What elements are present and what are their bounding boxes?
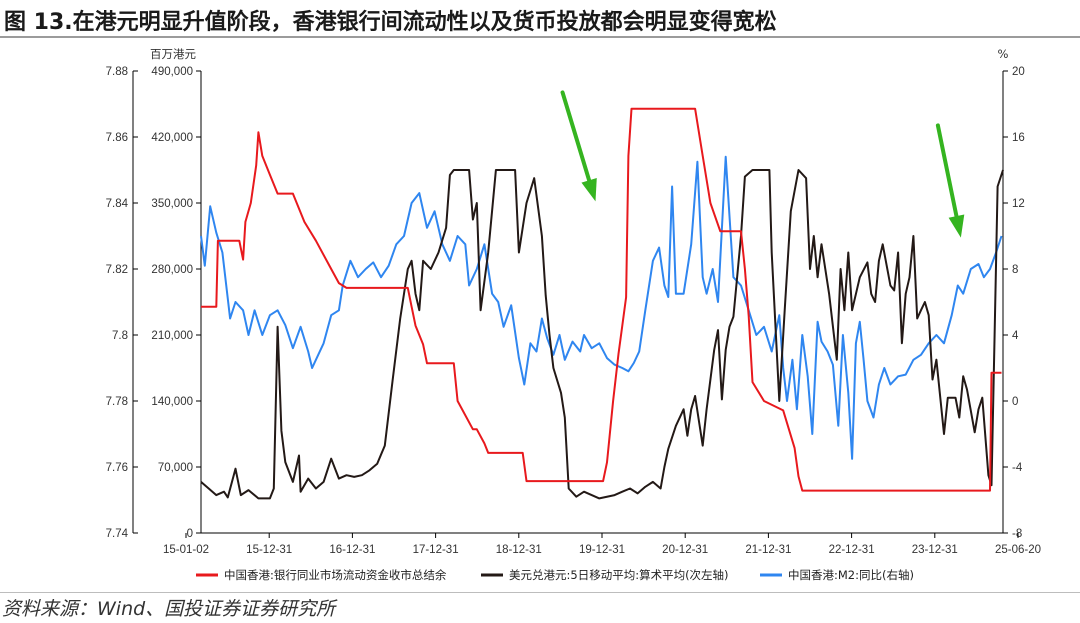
left-inner-tick-label: 420,000 [151,132,193,144]
x-tick-label: 18-12-31 [496,544,542,556]
right-tick-label: 0 [1012,396,1018,408]
x-tick-label: 15-01-02 [163,544,209,556]
left-inner-tick-label: 0 [187,528,193,540]
x-tick-label: 19-12-31 [579,544,625,556]
green-arrow-head [581,177,597,202]
left-outer-tick-label: 7.82 [106,264,128,276]
right-unit-label: % [998,47,1009,61]
x-tick-label: 23-12-31 [912,544,958,556]
axes-layer: 7.887.867.847.827.87.787.767.74490,00042… [106,47,1041,556]
right-tick-label: 4 [1012,330,1019,342]
left-outer-tick-label: 7.74 [106,528,129,540]
right-tick-label: 12 [1012,198,1025,210]
green-arrow-shaft [560,90,592,183]
left-inner-tick-label: 490,000 [151,66,193,78]
x-tick-label: 15-12-31 [246,544,292,556]
series-line-2 [200,155,1003,460]
left-inner-unit-label: 百万港元 [150,47,196,61]
x-tick-label: 22-12-31 [829,544,875,556]
annotation-layer [560,90,965,238]
left-inner-tick-label: 280,000 [151,264,193,276]
green-arrow-shaft [935,123,959,219]
left-inner-tick-label: 140,000 [151,396,193,408]
legend-label-2: 中国香港:M2:同比(右轴) [788,568,914,582]
left-inner-tick-label: 350,000 [151,198,193,210]
left-outer-tick-label: 7.84 [106,198,129,210]
legend: 中国香港:银行同业市场流动资金收市总结余 美元兑港元:5日移动平均:算术平均(次左… [196,568,914,582]
left-outer-tick-label: 7.78 [106,396,128,408]
left-outer-tick-label: 7.88 [106,66,128,78]
left-inner-tick-label: 210,000 [151,330,193,342]
source-note: 资料来源：Wind、国投证券证券研究所 [2,598,336,620]
x-tick-label: 17-12-31 [413,544,459,556]
x-tick-label: 20-12-31 [662,544,708,556]
left-inner-tick-label: 70,000 [158,462,193,474]
right-tick-label: 16 [1012,132,1025,144]
green-arrow-head [948,214,965,238]
source-divider [0,592,1080,593]
series-line-1 [200,169,1004,500]
right-tick-label: 20 [1012,66,1025,78]
legend-label-1: 美元兑港元:5日移动平均:算术平均(次左轴) [509,568,729,582]
x-tick-label: 16-12-31 [329,544,375,556]
left-outer-tick-label: 7.86 [106,132,128,144]
right-tick-label: -8 [1012,528,1022,540]
right-tick-label: 8 [1012,264,1018,276]
series-layer [200,107,1004,500]
left-outer-tick-label: 7.76 [106,462,128,474]
left-outer-tick-label: 7.8 [112,330,128,342]
x-tick-label: 21-12-31 [745,544,791,556]
figure-title: 图 13.在港元明显升值阶段，香港银行间流动性以及货币投放都会明显变得宽松 [4,10,777,35]
right-tick-label: -4 [1012,462,1023,474]
title-divider [0,36,1080,38]
legend-label-0: 中国香港:银行同业市场流动资金收市总结余 [224,568,447,582]
series-line-0 [201,107,1002,492]
x-tick-label: 25-06-20 [995,544,1041,556]
chart: 7.887.867.847.827.87.787.767.74490,00042… [106,47,1041,582]
